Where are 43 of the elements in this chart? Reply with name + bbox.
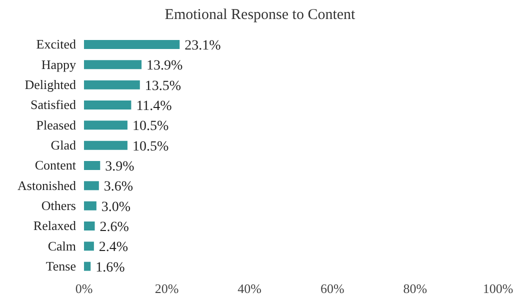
data-label: 3.9%	[105, 159, 135, 174]
y-tick-label: Content	[34, 158, 76, 173]
bar	[84, 181, 99, 190]
data-label: 2.6%	[100, 220, 130, 235]
y-tick-label: Delighted	[24, 77, 76, 92]
bar	[84, 242, 94, 251]
y-tick-label: Astonished	[18, 178, 76, 193]
data-label: 3.6%	[104, 180, 134, 195]
bar	[84, 100, 132, 110]
bar	[84, 80, 140, 90]
x-tick-label: 100%	[482, 281, 514, 296]
data-label: 10.5%	[132, 119, 169, 134]
y-tick-label: Calm	[48, 238, 76, 254]
y-tick-label: Others	[41, 198, 76, 214]
x-tick-label: 0%	[75, 281, 93, 296]
x-tick-label: 60%	[320, 281, 344, 296]
x-tick-label: 40%	[238, 281, 262, 296]
y-tick-label: Pleased	[36, 117, 76, 132]
data-label: 11.4%	[136, 98, 172, 114]
y-tick-label: Tense	[46, 258, 76, 274]
data-label: 3.0%	[101, 200, 131, 215]
bar	[84, 60, 142, 70]
x-tick-label: 20%	[154, 281, 179, 296]
y-tick-label: Happy	[41, 56, 76, 72]
data-label: 13.5%	[144, 78, 182, 94]
bar	[84, 40, 180, 49]
data-label: 2.4%	[98, 240, 128, 256]
data-label: 23.1%	[184, 38, 222, 54]
bar	[84, 140, 128, 150]
bar	[84, 201, 96, 210]
bar	[84, 262, 91, 271]
y-tick-label: Glad	[50, 138, 76, 153]
bar	[84, 222, 95, 230]
x-tick-label: 80%	[403, 281, 428, 296]
bar	[84, 161, 100, 170]
chart-title: Emotional Response to Content	[164, 6, 356, 25]
data-label: 10.5%	[132, 139, 169, 154]
data-label: 1.6%	[96, 260, 126, 276]
bar	[84, 120, 128, 130]
y-tick-label: Relaxed	[33, 218, 76, 234]
data-label: 13.9%	[146, 58, 184, 74]
y-tick-label: Excited	[36, 36, 76, 52]
y-tick-label: Satisfied	[30, 97, 76, 112]
